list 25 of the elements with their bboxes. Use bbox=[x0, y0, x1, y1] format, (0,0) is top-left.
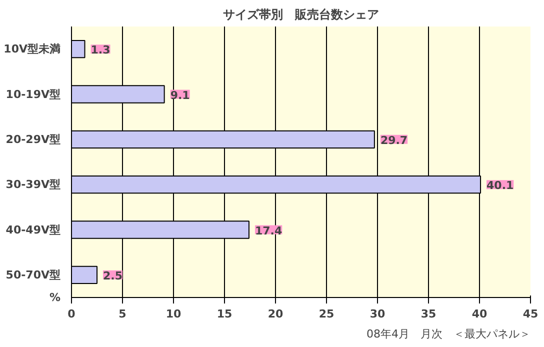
y-tick-label: 10V型未満 bbox=[4, 42, 61, 56]
data-label: 17.4 bbox=[254, 224, 282, 238]
x-tick-label: 35 bbox=[420, 308, 436, 320]
data-label: 1.3 bbox=[90, 44, 110, 57]
y-tick-label: 10-19V型 bbox=[6, 88, 61, 101]
x-tick-label: 10 bbox=[166, 308, 182, 320]
x-tick-label: 25 bbox=[318, 308, 334, 320]
data-label: 29.7 bbox=[380, 134, 408, 147]
data-label: 9.1 bbox=[170, 88, 190, 102]
x-tick-label: 15 bbox=[216, 308, 232, 320]
x-tick-label: 20 bbox=[268, 308, 284, 320]
y-tick-label: 40-49V型 bbox=[6, 223, 61, 236]
x-axis-title: % bbox=[49, 291, 61, 304]
x-tick-label: 40 bbox=[472, 308, 488, 320]
x-tick-label: 0 bbox=[68, 308, 76, 320]
data-label: 40.1 bbox=[486, 179, 514, 192]
data-label: 2.5 bbox=[103, 269, 122, 282]
x-tick-label: 45 bbox=[522, 308, 538, 320]
text: 08年4月 月次 ＜最大パネル＞ bbox=[366, 328, 531, 340]
x-tick-label: 5 bbox=[118, 308, 126, 320]
y-tick-label: 50-70V型 bbox=[6, 268, 61, 282]
y-tick-label: 20-29V型 bbox=[6, 132, 61, 146]
chart-title: サイズ帯別 販売台数シェア bbox=[223, 8, 379, 22]
y-tick-label: 30-39V型 bbox=[6, 178, 61, 192]
x-tick-label: 30 bbox=[370, 308, 386, 320]
